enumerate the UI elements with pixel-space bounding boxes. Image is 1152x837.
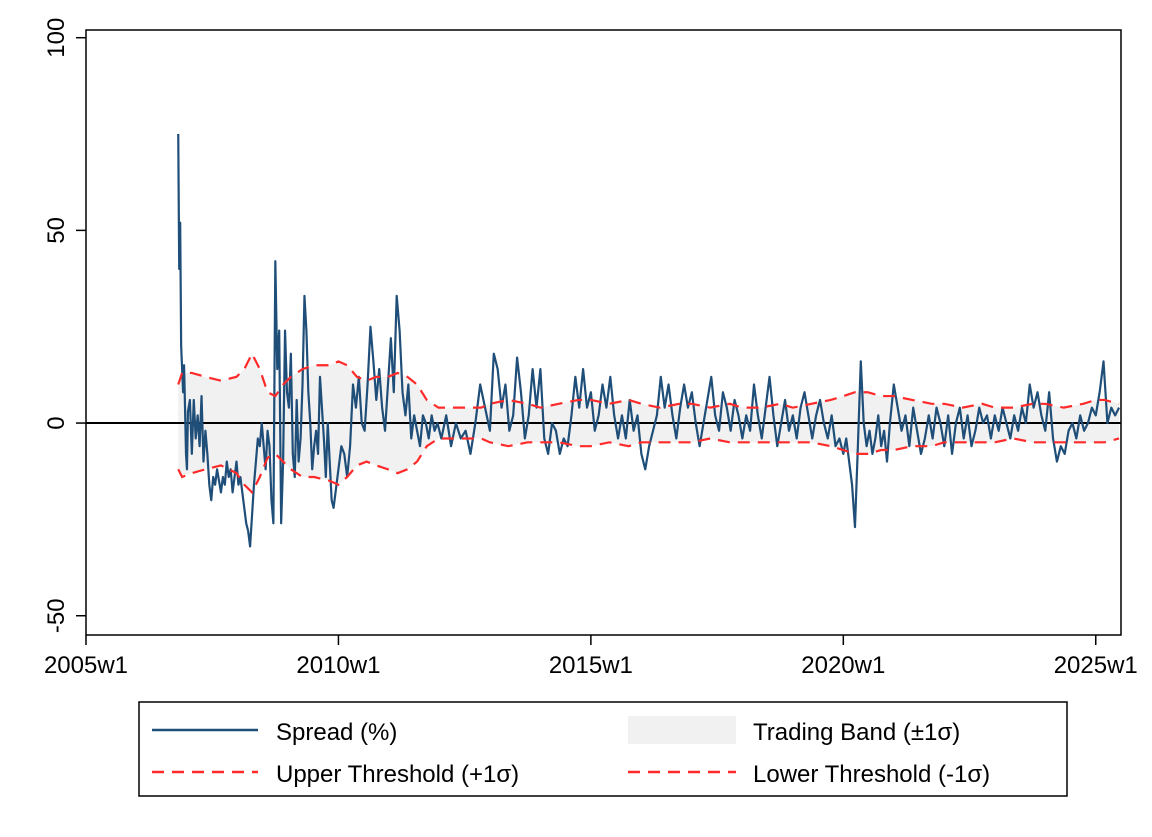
y-tick-label: 100	[43, 18, 70, 58]
y-axis: 100 50 0 -50	[43, 18, 86, 633]
x-tick-label: 2020w1	[801, 652, 885, 679]
y-tick-label: -50	[43, 598, 70, 633]
y-tick-label: 0	[43, 416, 70, 429]
x-tick-label: 2010w1	[296, 652, 380, 679]
legend-label-trading-band: Trading Band (±1σ)	[753, 719, 960, 746]
legend-label-spread: Spread (%)	[276, 719, 397, 746]
threshold-lines-layer	[177, 351, 1120, 495]
x-tick-label: 2025w1	[1054, 652, 1138, 679]
legend-box	[138, 701, 1068, 797]
lower-threshold-line	[177, 437, 1120, 495]
upper-threshold-line	[177, 351, 1120, 409]
y-tick-label: 50	[43, 217, 70, 244]
legend-label-upper-threshold: Upper Threshold (+1σ)	[276, 761, 519, 788]
x-tick-label: 2015w1	[549, 652, 633, 679]
x-axis: 2005w1 2010w1 2015w1 2020w1 2025w1	[44, 635, 1138, 679]
legend: Spread (%) Trading Band (±1σ) Upper Thre…	[138, 701, 1068, 797]
legend-swatch-trading-band	[628, 716, 736, 744]
legend-label-lower-threshold: Lower Threshold (-1σ)	[753, 761, 990, 788]
x-tick-label: 2005w1	[44, 652, 128, 679]
plot-area-frame	[85, 29, 1122, 636]
